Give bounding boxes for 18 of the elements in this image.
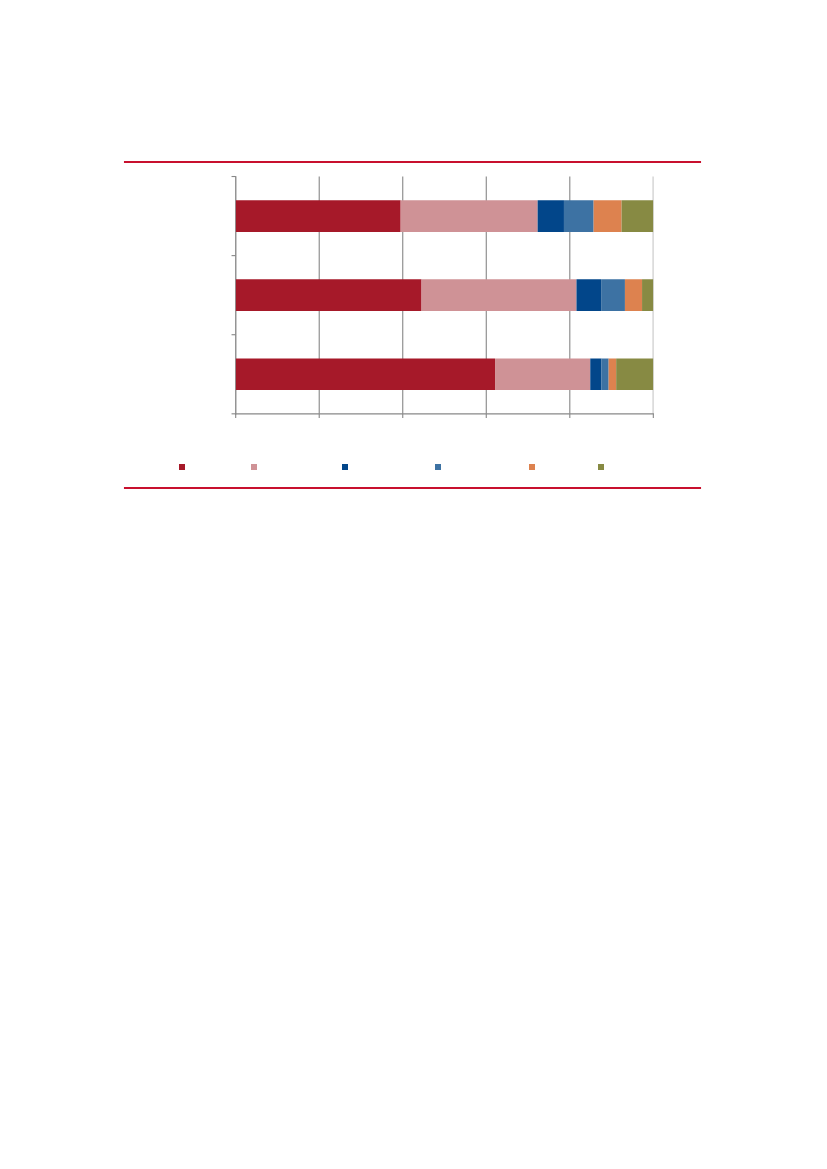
bar: [624, 279, 643, 311]
bar: [537, 200, 564, 232]
bar: [495, 358, 591, 391]
bar: [576, 279, 602, 311]
bar: [616, 358, 654, 391]
bar: [235, 279, 422, 311]
bar: [601, 358, 609, 391]
bar: [608, 358, 617, 391]
bar: [621, 200, 654, 232]
bar: [235, 200, 401, 232]
bar: [601, 279, 625, 311]
bar: [235, 358, 496, 391]
bar: [563, 200, 594, 232]
bar: [400, 200, 538, 232]
bar: [593, 200, 622, 232]
bar: [590, 358, 602, 391]
bar: [642, 279, 654, 311]
bar: [421, 279, 577, 311]
